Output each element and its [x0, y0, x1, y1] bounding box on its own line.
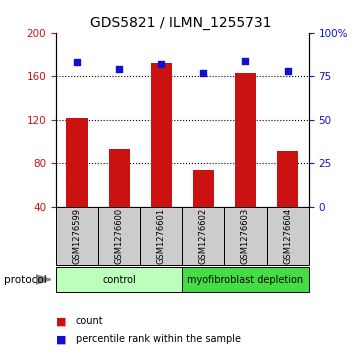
Bar [56, 267, 182, 292]
Point [200, 70, 206, 76]
Bar [151, 63, 172, 207]
Bar [266, 207, 309, 265]
Text: ■: ■ [56, 334, 66, 344]
Text: GSM1276602: GSM1276602 [199, 208, 208, 264]
Text: GSM1276600: GSM1276600 [115, 208, 123, 264]
Point [74, 60, 80, 65]
Bar [193, 170, 214, 207]
Text: myofibroblast depletion: myofibroblast depletion [187, 274, 304, 285]
Bar [140, 207, 182, 265]
Bar [98, 207, 140, 265]
Bar [277, 151, 298, 207]
Bar [225, 207, 266, 265]
Bar [66, 118, 87, 207]
Text: control: control [102, 274, 136, 285]
Text: protocol: protocol [4, 274, 46, 285]
Bar [56, 207, 98, 265]
Polygon shape [36, 275, 51, 284]
Point [158, 61, 164, 67]
Text: ■: ■ [56, 316, 66, 326]
Text: GSM1276603: GSM1276603 [241, 208, 250, 264]
Text: percentile rank within the sample: percentile rank within the sample [76, 334, 241, 344]
Text: GSM1276604: GSM1276604 [283, 208, 292, 264]
Bar [182, 267, 309, 292]
Text: GSM1276599: GSM1276599 [73, 208, 82, 264]
Point [116, 66, 122, 72]
Bar [109, 149, 130, 207]
Point [243, 58, 248, 64]
Point [285, 68, 291, 74]
Bar [182, 207, 225, 265]
Text: GDS5821 / ILMN_1255731: GDS5821 / ILMN_1255731 [90, 16, 271, 30]
Text: count: count [76, 316, 104, 326]
Text: GSM1276601: GSM1276601 [157, 208, 166, 264]
Bar [235, 73, 256, 207]
